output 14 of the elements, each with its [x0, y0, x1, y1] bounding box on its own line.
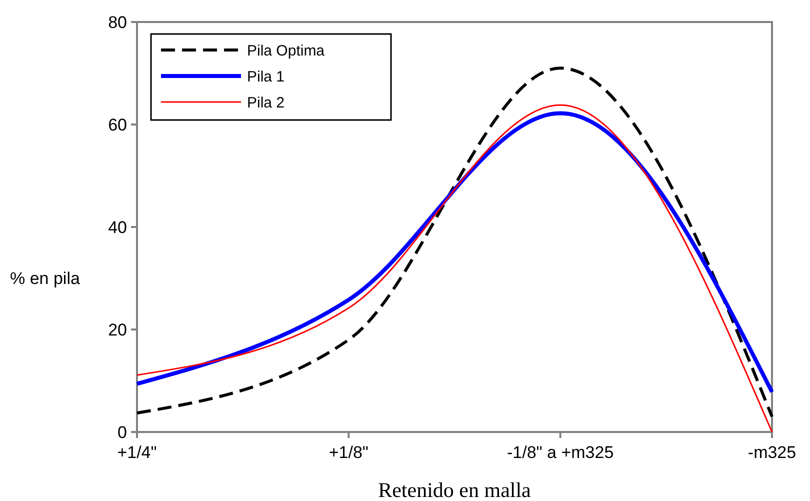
x-axis-title: Retenido en malla [378, 478, 532, 501]
x-tick-label: +1/4" [117, 443, 157, 462]
y-tick-label: 20 [108, 320, 127, 340]
legend-label: Pila 2 [247, 94, 285, 112]
y-axis-title: % en pila [10, 269, 80, 288]
x-tick-label: +1/8" [328, 443, 368, 462]
x-tick-label: -m325 [748, 443, 796, 462]
y-tick-label: 40 [108, 218, 127, 237]
legend-label: Pila Optima [247, 42, 326, 60]
legend-label: Pila 1 [247, 68, 285, 86]
y-tick-label: 60 [108, 115, 127, 134]
y-tick-label: 0 [118, 422, 127, 442]
x-tick-label: -1/8" a +m325 [506, 443, 614, 462]
y-tick-label: 80 [108, 12, 127, 32]
